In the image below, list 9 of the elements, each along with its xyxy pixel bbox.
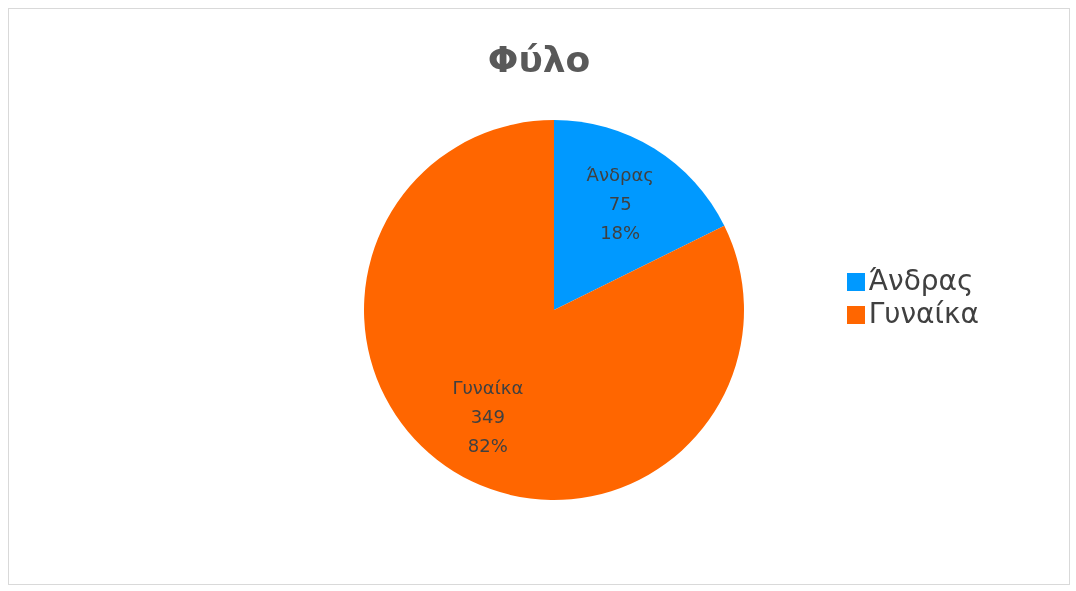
pie-slice [554, 120, 725, 310]
legend-label: Γυναίκα [868, 296, 979, 330]
pie-slice [364, 120, 744, 500]
legend-label: Άνδρας [868, 263, 974, 297]
chart-title: Φύλο [486, 39, 592, 80]
data-label: 349 82% [467, 406, 508, 457]
data-label: 75 18% [600, 192, 641, 243]
slice-label: Άνδρας [586, 163, 654, 185]
slice-label: Γυναίκα [452, 377, 524, 399]
